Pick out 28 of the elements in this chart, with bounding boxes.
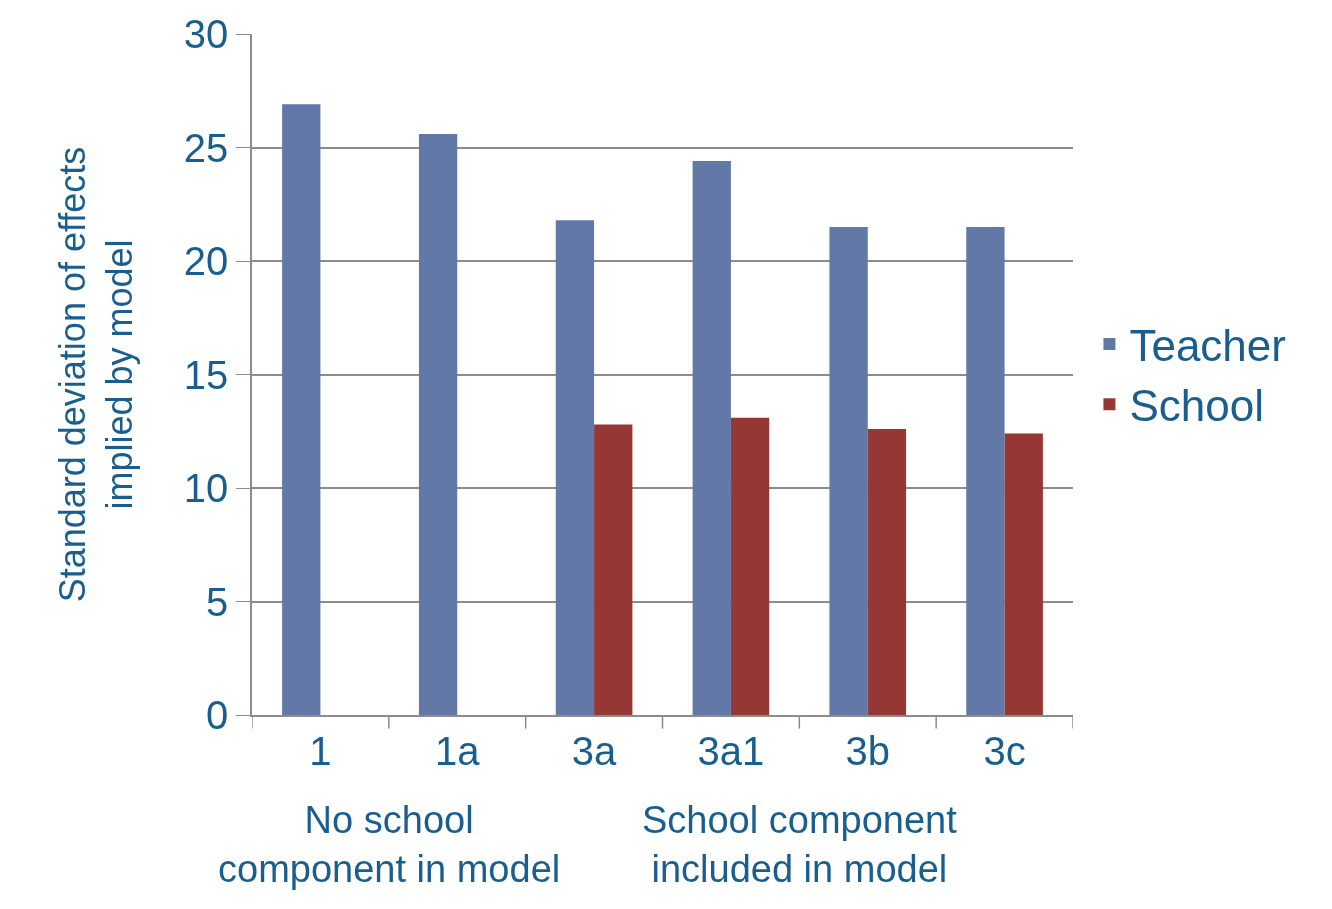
bar	[594, 424, 633, 715]
x-tick-label: 3a	[571, 728, 618, 773]
bar	[692, 161, 731, 715]
y-tick-label: 30	[183, 12, 229, 56]
y-tick-label: 25	[183, 125, 229, 170]
bar	[966, 226, 1005, 715]
bar	[730, 417, 770, 715]
y-tick-label: 15	[183, 352, 229, 397]
x-tick-label: 3c	[983, 728, 1026, 773]
y-tick-label: 10	[183, 466, 229, 510]
x-tick-label: 3a1	[697, 728, 765, 773]
bar	[418, 133, 458, 715]
bar	[829, 226, 868, 715]
y-tick-label: 0	[206, 693, 229, 737]
x-tick-label: 1	[309, 728, 332, 773]
text: School component included in model	[642, 799, 958, 891]
bar	[1004, 433, 1043, 715]
text: No school component in model	[218, 799, 561, 891]
legend-label: School	[1129, 381, 1264, 431]
y-tick-label: 20	[183, 239, 229, 283]
y-tick-label: 5	[206, 579, 229, 624]
y-axis-title: Standard deviation of effects implied by model	[52, 146, 141, 603]
bar	[555, 220, 595, 715]
x-tick-label: 1a	[435, 728, 481, 773]
x-tick-label: 3b	[845, 728, 890, 773]
legend-label: Teacher	[1129, 321, 1286, 371]
bar	[867, 428, 907, 715]
bar	[282, 104, 321, 715]
